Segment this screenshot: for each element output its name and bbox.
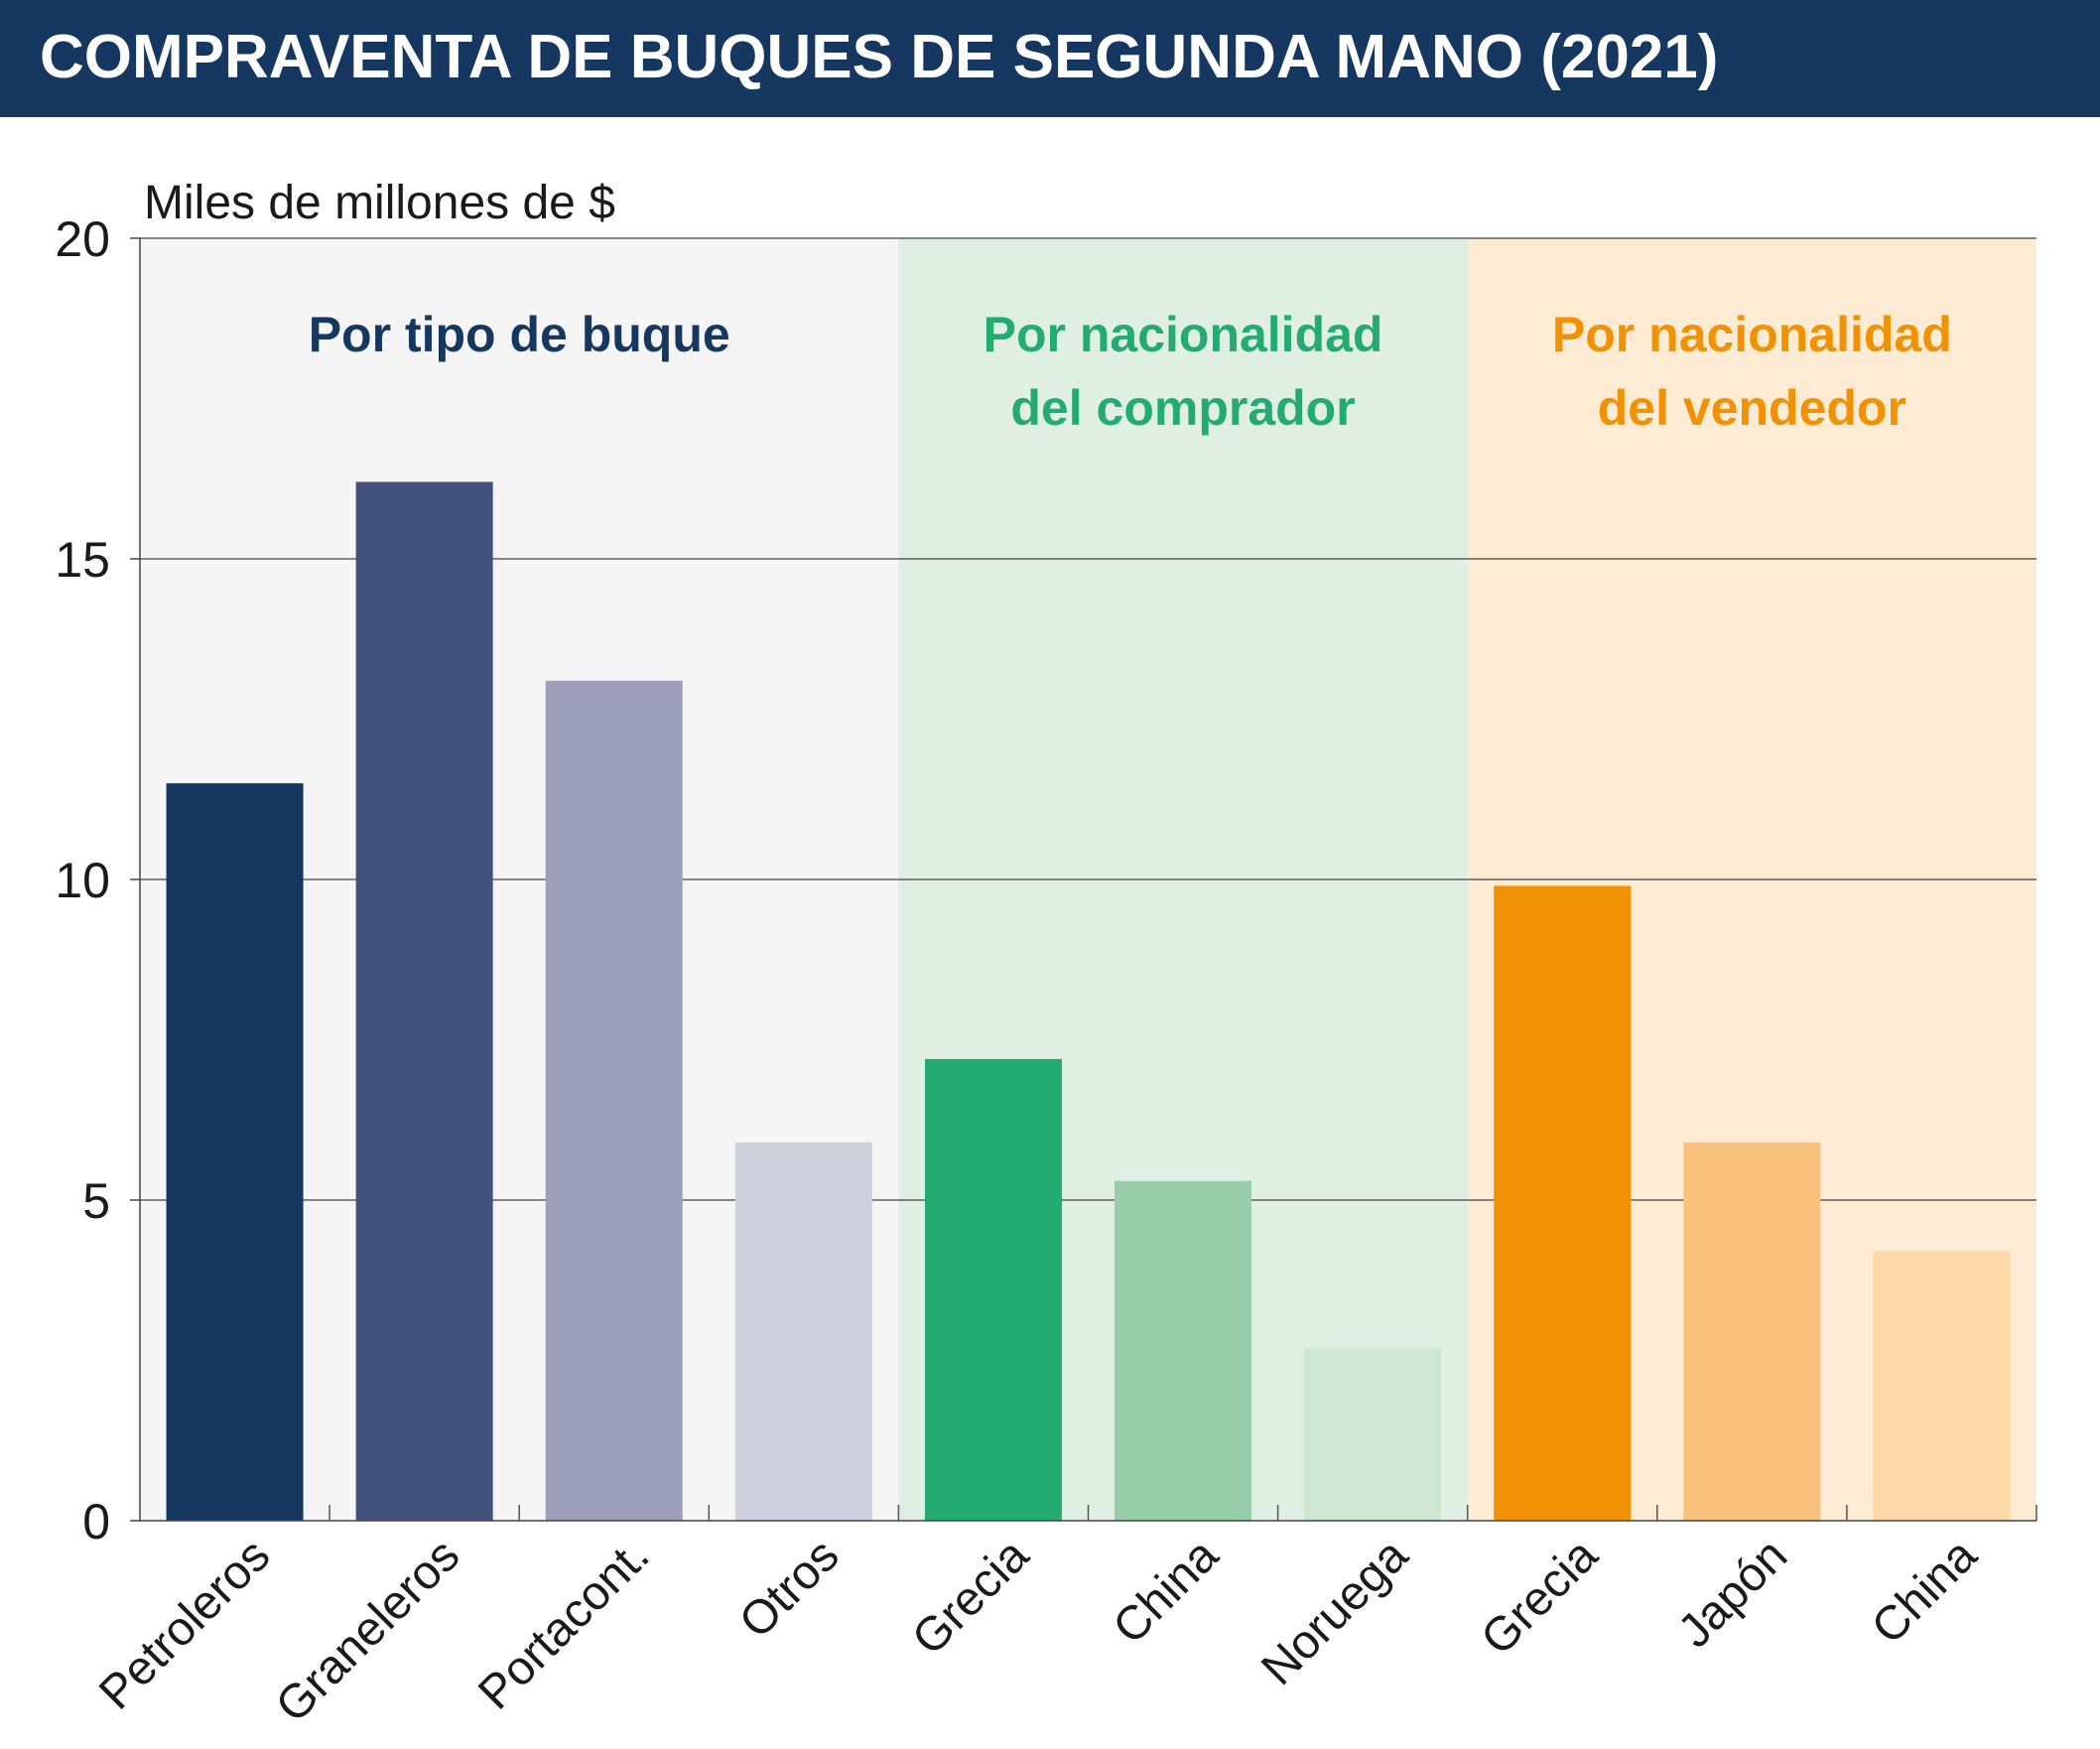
y-tick-label: 15	[55, 532, 110, 588]
x-tick-label: Otros	[729, 1529, 849, 1648]
x-tick-label: Petroleros	[89, 1529, 280, 1719]
axes	[130, 237, 2037, 1522]
group-label-line: del vendedor	[1598, 380, 1906, 436]
x-tick-label: Graneleros	[266, 1529, 469, 1732]
group-label-line: Por nacionalidad	[1552, 307, 1952, 362]
bar-chart: Por tipo de buque Por nacionalidad del com…	[55, 177, 2037, 1733]
x-tick-label: Grecia	[902, 1529, 1039, 1666]
y-tick-label: 5	[82, 1173, 110, 1229]
chart-title: COMPRAVENTA DE BUQUES DE SEGUNDA MANO (2…	[40, 23, 1719, 91]
x-tick-label: Noruega	[1251, 1529, 1418, 1695]
y-tick-label: 0	[82, 1494, 110, 1549]
group-label-0: Por tipo de buque	[309, 307, 730, 362]
bar-2	[545, 680, 683, 1521]
group-label-1: Por nacionalidad del comprador	[984, 307, 1383, 436]
bar-5	[1115, 1180, 1252, 1521]
bar-4	[924, 1058, 1062, 1521]
group-label-line: Por nacionalidad	[984, 307, 1383, 362]
x-tick-label: China	[1862, 1529, 1987, 1654]
x-tick-label: Grecia	[1472, 1529, 1609, 1666]
x-tick-label: Portacont.	[468, 1529, 659, 1719]
group-label-2: Por nacionalidad del vendedor	[1552, 307, 1952, 436]
y-tick-label: 10	[55, 853, 110, 908]
bar-6	[1304, 1347, 1442, 1521]
bar-7	[1494, 885, 1632, 1521]
y-tick-label: 20	[55, 211, 110, 267]
bar-1	[355, 481, 493, 1522]
x-tick-label: China	[1104, 1529, 1229, 1654]
bar-9	[1873, 1251, 2011, 1521]
group-label-line: Por tipo de buque	[309, 307, 730, 362]
bar-3	[734, 1142, 872, 1521]
group-label-line: del comprador	[1010, 380, 1355, 436]
bar-8	[1683, 1142, 1821, 1521]
x-tick-label: Japón	[1668, 1529, 1797, 1658]
title-bar: COMPRAVENTA DE BUQUES DE SEGUNDA MANO (2…	[0, 0, 2100, 117]
y-axis-label: Miles de millones de $	[144, 177, 615, 229]
bars	[166, 481, 2011, 1522]
bar-0	[166, 783, 304, 1521]
